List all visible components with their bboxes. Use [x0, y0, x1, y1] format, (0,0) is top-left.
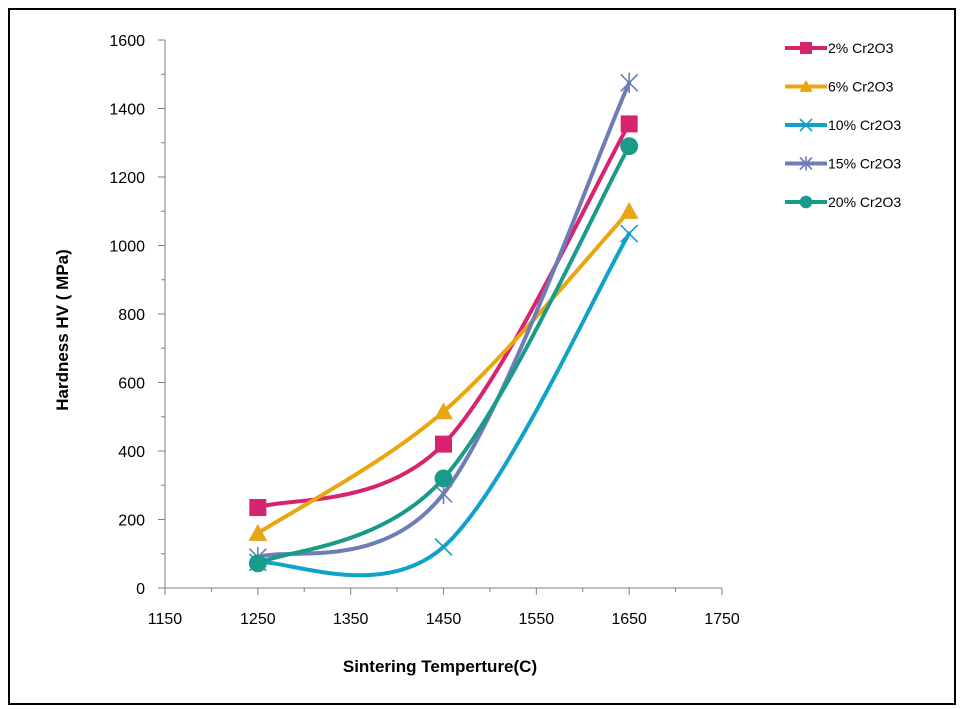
legend-item: 10% Cr2O3 [785, 117, 901, 133]
data-point [248, 554, 267, 573]
x-tick-label: 1250 [240, 611, 276, 628]
x-tick-label: 1650 [611, 611, 647, 628]
series-line [255, 144, 632, 566]
x-tick-label: 1350 [333, 611, 369, 628]
legend-marker [799, 118, 813, 132]
legend-label: 15% Cr2O3 [828, 156, 901, 172]
data-point [620, 137, 639, 156]
legend-marker [799, 79, 813, 92]
legend-label: 10% Cr2O3 [828, 117, 901, 133]
data-point [619, 201, 639, 219]
legend-marker [800, 42, 812, 54]
data-point [434, 402, 453, 420]
y-tick-label: 200 [118, 513, 145, 530]
data-point [434, 469, 453, 488]
chart-frame: 0 200 400 600 800 1000 1200 1400 1600 1150 1250 135… [8, 8, 956, 705]
y-tick-label: 400 [118, 444, 145, 461]
series-group [248, 72, 639, 578]
data-point [620, 224, 639, 243]
legend-item: 20% Cr2O3 [785, 194, 901, 210]
y-tick-label: 600 [118, 376, 145, 393]
legend-item: 6% Cr2O3 [785, 79, 894, 95]
data-point [248, 523, 268, 541]
legend-label: 20% Cr2O3 [828, 194, 901, 210]
x-tick-label: 1450 [426, 611, 462, 628]
series-2 [248, 201, 639, 541]
data-point [435, 435, 452, 453]
series-line [255, 231, 632, 578]
series-5 [248, 137, 639, 573]
y-tick-label: 1000 [109, 239, 145, 256]
axes: 0 200 400 600 800 1000 1200 1400 1600 1150 1250 135… [109, 33, 739, 628]
series-line [255, 80, 632, 560]
x-tick-label: 1150 [148, 611, 183, 628]
x-tick-label: 1750 [704, 611, 740, 628]
x-tick-label: 1550 [519, 611, 555, 628]
series-3 [248, 224, 639, 578]
legend-item: 15% Cr2O3 [785, 156, 901, 172]
y-tick-label: 1400 [109, 102, 145, 119]
y-tick-label: 0 [136, 581, 145, 598]
data-point [249, 499, 267, 517]
y-tick-label: 1200 [109, 170, 145, 187]
data-point [434, 537, 453, 556]
chart-svg: 0 200 400 600 800 1000 1200 1400 1600 1150 1250 135… [53, 33, 901, 676]
x-axis-title: Sintering Temperture(C) [343, 657, 537, 676]
series-1 [249, 115, 638, 517]
legend-marker [799, 195, 813, 209]
legend-label: 2% Cr2O3 [828, 40, 894, 56]
data-point [620, 72, 639, 94]
y-tick-label: 800 [118, 307, 145, 324]
legend-label: 6% Cr2O3 [828, 79, 894, 95]
y-tick-label: 1600 [109, 33, 145, 50]
legend-marker [799, 156, 813, 171]
legend: 2% Cr2O3 6% Cr2O3 10% Cr2O3 15% Cr2O3 20% Cr… [785, 40, 901, 210]
series-4 [248, 72, 639, 568]
y-axis-title: Hardness HV ( MPa) [53, 249, 72, 411]
data-point [620, 115, 638, 133]
legend-item: 2% Cr2O3 [785, 40, 894, 56]
